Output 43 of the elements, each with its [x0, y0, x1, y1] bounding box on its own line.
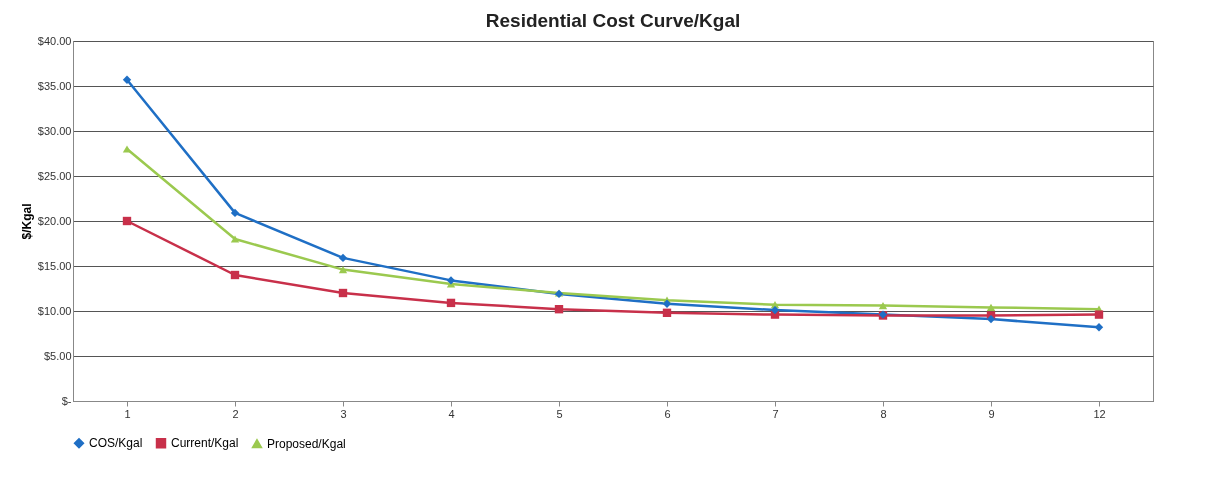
y-tick-label: $30.00: [37, 124, 72, 137]
point: [986, 314, 996, 324]
point: [1094, 310, 1104, 319]
point: [662, 299, 672, 308]
x-tick-label: 4: [448, 407, 455, 420]
x-tick-label: 3: [340, 407, 347, 420]
point: [554, 305, 564, 314]
point: [338, 265, 348, 274]
y-tick-label: $40.00: [37, 34, 72, 47]
legend-label: Proposed/Kgal: [267, 436, 346, 451]
y-tick-label: $25.00: [37, 169, 72, 182]
x-tick-label: 8: [880, 407, 887, 420]
x-tick-label: 12: [1093, 407, 1106, 420]
y-axis-title: $/Kgal: [19, 203, 34, 240]
y-tick-label: $35.00: [37, 79, 72, 92]
chart-title: Residential Cost Curve/Kgal: [485, 10, 741, 31]
point: [122, 75, 132, 84]
x-tick-label: 6: [664, 407, 671, 420]
x-tick-label: 1: [124, 407, 131, 420]
point: [230, 235, 240, 243]
point: [122, 216, 132, 226]
point: [230, 270, 240, 280]
x-tick-label: 7: [772, 407, 779, 420]
point: [878, 301, 888, 310]
point: [230, 208, 240, 218]
x-tick-label: 9: [988, 407, 995, 420]
x-tick-label: 5: [556, 407, 563, 420]
point: [1094, 323, 1104, 332]
point: [338, 253, 348, 263]
point: [446, 298, 456, 308]
y-tick-label: $10.00: [37, 304, 72, 317]
y-tick-label: $-: [61, 394, 72, 407]
legend-label: COS/Kgal: [89, 436, 143, 451]
x-tick-label: 2: [232, 407, 239, 420]
y-tick-label: $20.00: [37, 214, 72, 227]
legend-label: Current/Kgal: [171, 436, 239, 451]
point: [770, 305, 780, 315]
point: [986, 303, 996, 312]
y-tick-label: $5.00: [43, 349, 72, 362]
point: [338, 288, 348, 298]
point: [662, 308, 672, 317]
y-tick-label: $15.00: [37, 259, 72, 272]
point: [446, 276, 456, 285]
